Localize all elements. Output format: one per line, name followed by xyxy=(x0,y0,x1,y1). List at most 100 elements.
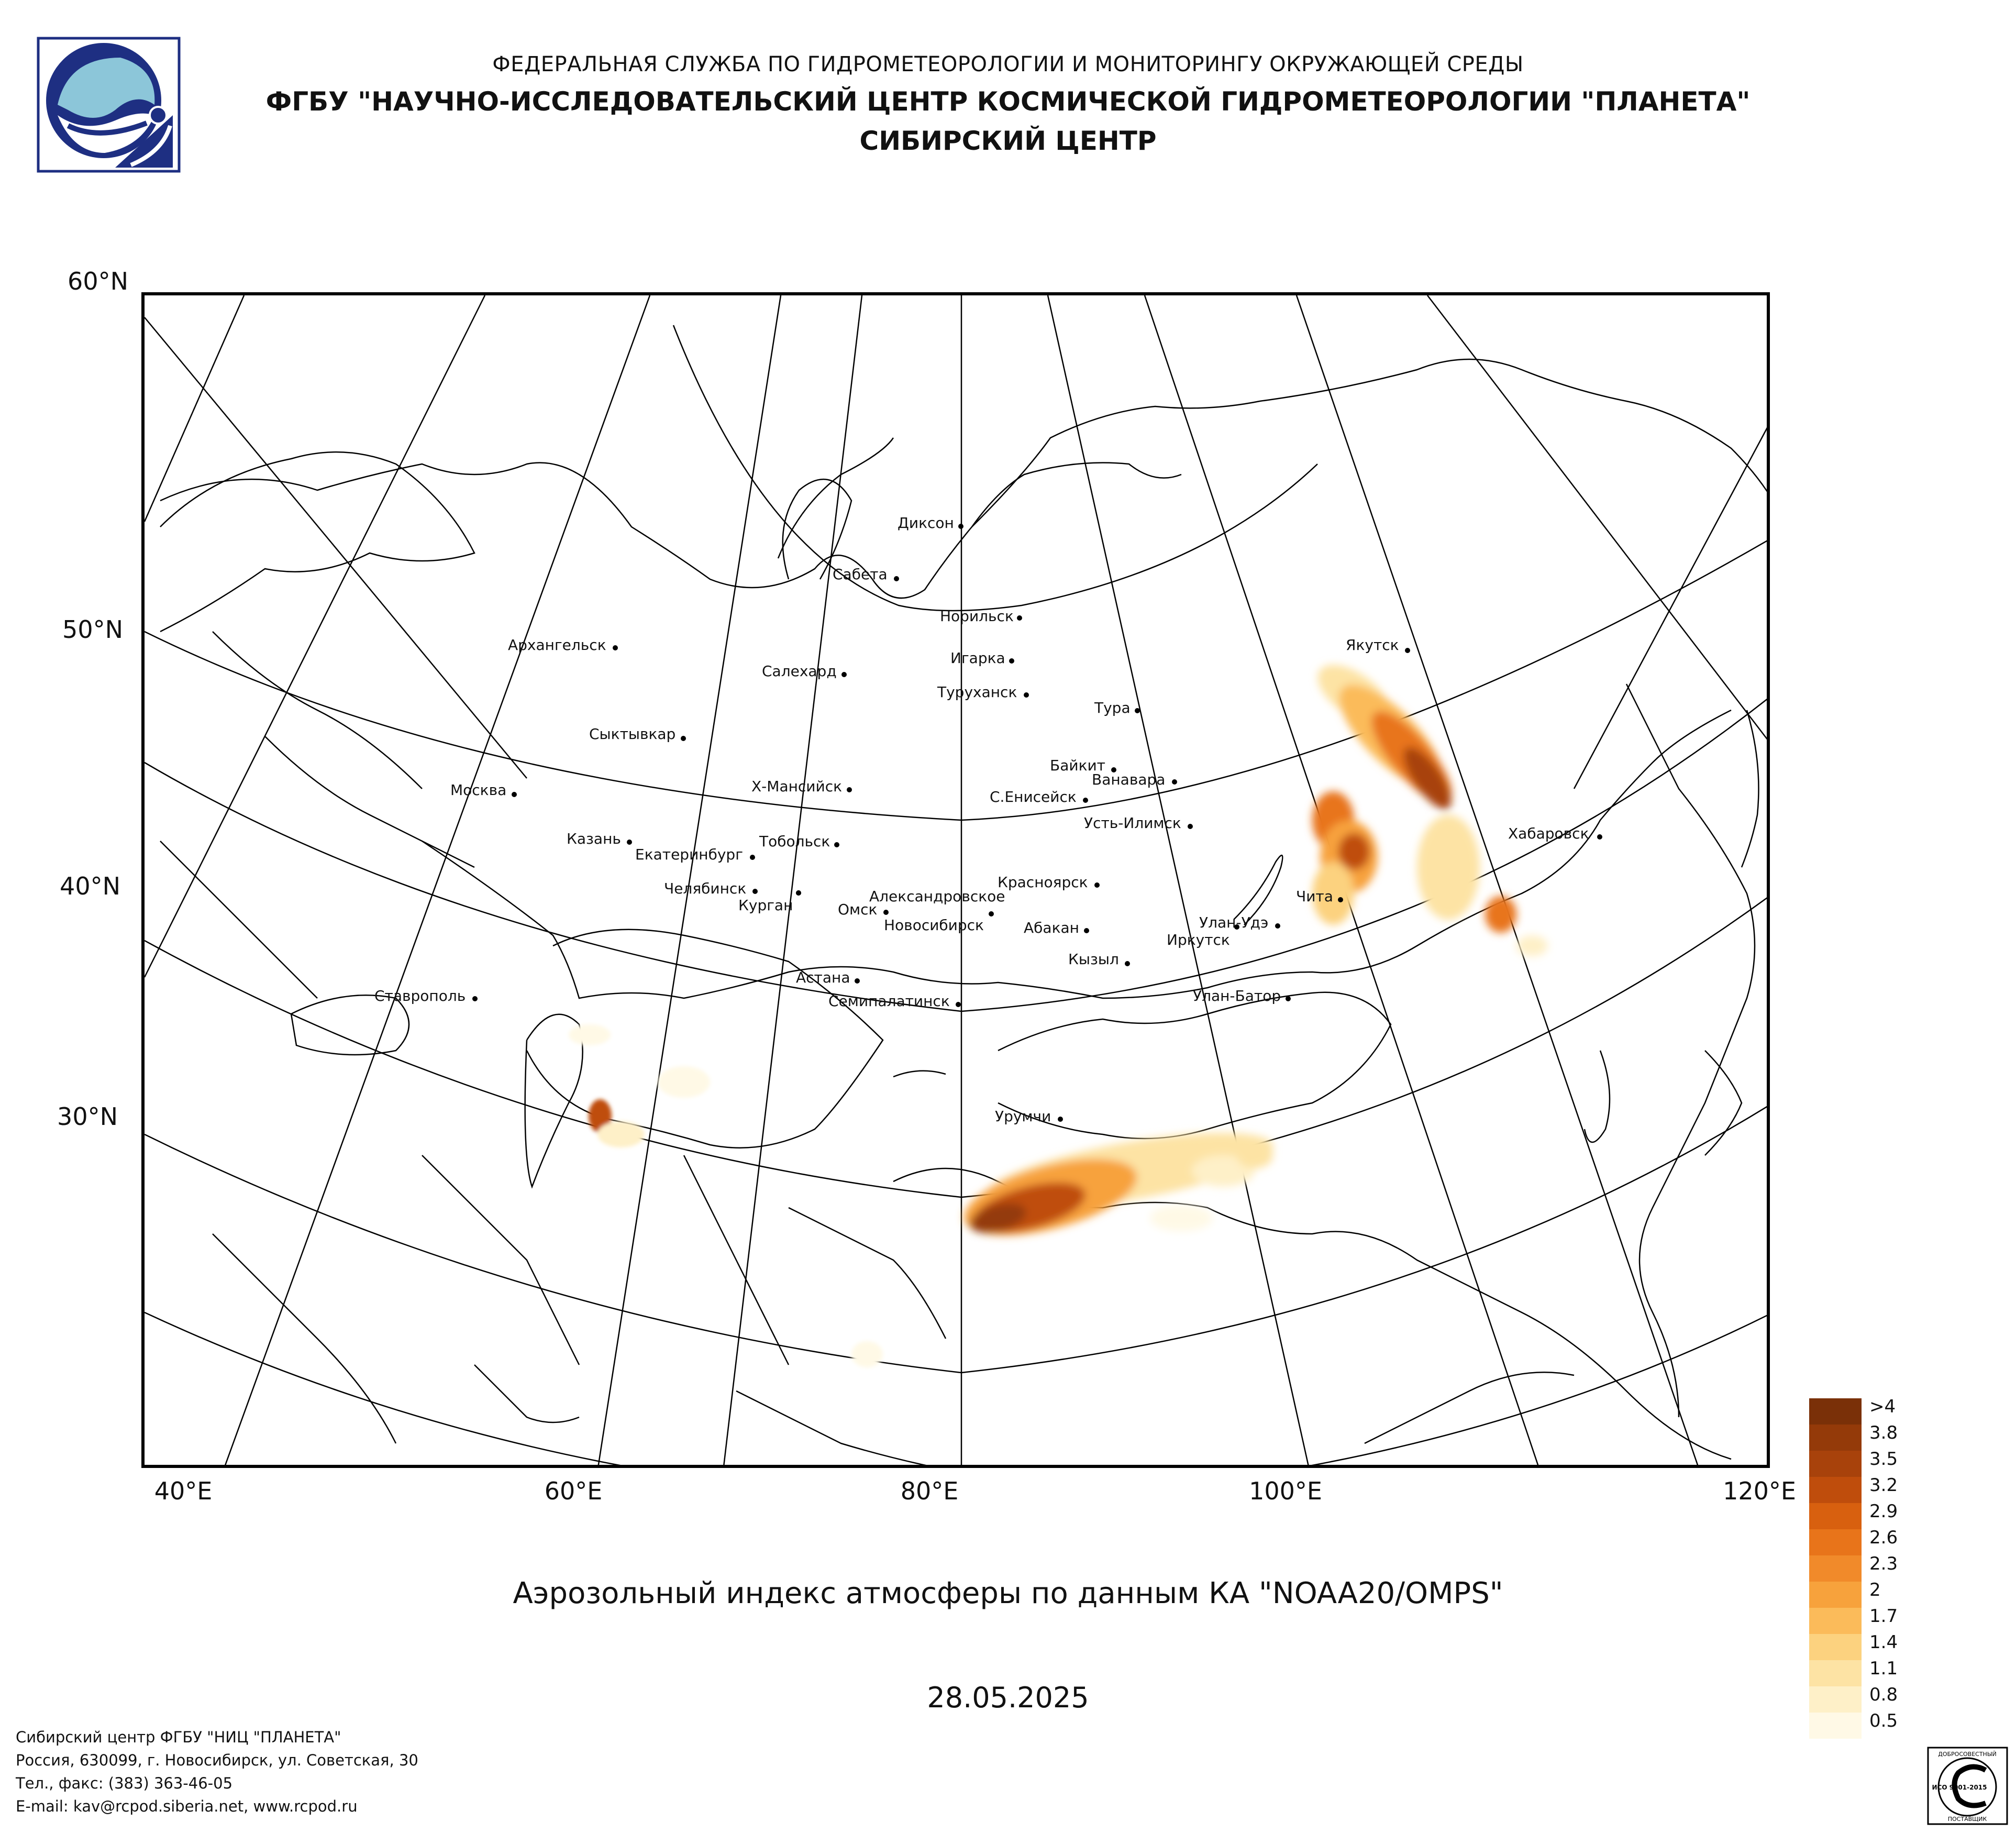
city-marker xyxy=(1597,834,1602,840)
caspian-sea xyxy=(524,1013,583,1189)
planeta-logo xyxy=(37,37,181,173)
legend-swatch xyxy=(1809,1608,1862,1634)
city-label: Тура xyxy=(1094,699,1131,716)
mongolia-border xyxy=(998,991,1392,1140)
plume-aral xyxy=(569,1024,883,1367)
city-label: Архангельск xyxy=(508,636,606,654)
legend-label: >4 xyxy=(1869,1396,1896,1417)
meridian-line xyxy=(1047,295,1309,1465)
city-label: Кызыл xyxy=(1068,951,1119,968)
city-label: Урумчи xyxy=(995,1108,1051,1125)
meridian-line xyxy=(1427,295,1767,740)
city-label: Омск xyxy=(838,901,878,918)
lat-label-60: 60°N xyxy=(68,267,128,295)
meridian-line xyxy=(1573,427,1767,789)
city-marker xyxy=(752,889,758,894)
lat-label-40: 40°N xyxy=(60,872,120,900)
pacific-coast xyxy=(1625,683,1756,1418)
meridian-line xyxy=(145,295,486,978)
city-label: Челябинск xyxy=(664,880,747,897)
city-marker xyxy=(958,524,963,529)
black-sea xyxy=(290,995,410,1056)
city-marker xyxy=(627,840,632,845)
city-label: Ванавара xyxy=(1092,771,1166,788)
iso-certificate-badge: ДОБРОСОВЕСТНЫЙ ИСО 9001-2015 ПОСТАВЩИК xyxy=(1927,1747,2008,1825)
parallel-line xyxy=(672,325,1318,612)
city-label: Семипалатинск xyxy=(828,992,950,1010)
legend-swatch xyxy=(1809,1477,1862,1503)
parallel-line xyxy=(145,1311,1767,1465)
meridian-line xyxy=(145,295,245,522)
lake-baikal xyxy=(1233,855,1283,925)
legend-label: 2.6 xyxy=(1869,1527,1898,1548)
meridian-line xyxy=(723,295,863,1465)
city-label: Улан-Батор xyxy=(1193,987,1281,1004)
meridian-line xyxy=(1295,295,1699,1465)
city-marker xyxy=(681,736,686,741)
city-label: Хабаровск xyxy=(1508,825,1589,842)
city-label: Якутск xyxy=(1346,636,1399,654)
city-label: Казань xyxy=(567,830,621,847)
footer-email: E-mail: kav@rcpod.siberia.net, www.rcpod… xyxy=(16,1797,358,1815)
border-line xyxy=(264,736,475,868)
city-marker xyxy=(1024,692,1029,698)
border-line xyxy=(422,1155,580,1365)
lat-label-50: 50°N xyxy=(62,615,123,644)
footer-contacts: Сибирский центр ФГБУ "НИЦ "ПЛАНЕТА" Росс… xyxy=(16,1726,418,1818)
city-marker xyxy=(989,911,994,916)
plume-yakutia xyxy=(1312,665,1548,956)
japan xyxy=(1704,1050,1743,1156)
legend-label: 2.9 xyxy=(1869,1501,1898,1522)
coastlines-and-borders xyxy=(160,358,1767,1465)
legend-swatch xyxy=(1809,1634,1862,1660)
city-label: Сыктывкар xyxy=(589,725,676,743)
legend-label: 1.1 xyxy=(1869,1658,1898,1679)
aerosol-plumes xyxy=(569,665,1548,1367)
legend-label: 2 xyxy=(1869,1580,1881,1600)
city-marker xyxy=(834,842,839,847)
city-marker xyxy=(956,1002,961,1007)
legend-label: 1.4 xyxy=(1869,1632,1898,1653)
city-label: Тобольск xyxy=(759,833,830,850)
sakhalin xyxy=(1741,710,1759,868)
city-label: Красноярск xyxy=(998,874,1088,891)
legend-swatch xyxy=(1809,1451,1862,1477)
city-marker xyxy=(1234,924,1239,930)
footer-org: Сибирский центр ФГБУ "НИЦ "ПЛАНЕТА" xyxy=(16,1728,341,1746)
legend-label: 3.5 xyxy=(1869,1449,1898,1470)
city-label: Х-Мансийск xyxy=(751,778,843,795)
persian-gulf xyxy=(474,1364,580,1423)
legend-swatch xyxy=(1809,1425,1862,1451)
border-line xyxy=(683,1155,790,1365)
city-marker xyxy=(1017,615,1022,621)
map-panel[interactable] xyxy=(141,292,1770,1468)
city-marker xyxy=(613,645,618,650)
legend-swatch xyxy=(1809,1503,1862,1529)
city-marker xyxy=(1286,996,1291,1001)
footer-address: Россия, 630099, г. Новосибирск, ул. Сове… xyxy=(16,1751,418,1769)
legend-label: 3.2 xyxy=(1869,1475,1898,1496)
legend-swatch xyxy=(1809,1582,1862,1608)
legend-label: 0.5 xyxy=(1869,1710,1898,1731)
city-label: С.Енисейск xyxy=(990,788,1077,805)
map-date: 28.05.2025 xyxy=(927,1681,1089,1714)
taymyr-peninsula xyxy=(971,462,1182,527)
city-marker xyxy=(1084,928,1089,933)
lon-label-40: 40°E xyxy=(154,1477,213,1505)
city-marker xyxy=(1111,767,1116,772)
city-marker xyxy=(796,890,801,896)
city-marker xyxy=(1172,779,1177,785)
city-marker xyxy=(855,978,860,984)
meridian-line xyxy=(225,295,651,1465)
border-line xyxy=(788,1207,947,1339)
map-canvas xyxy=(145,295,1767,1465)
legend-swatch xyxy=(1809,1529,1862,1555)
city-marker xyxy=(1083,798,1088,803)
city-label: Москва xyxy=(450,781,507,799)
city-label: Улан-Удэ xyxy=(1199,914,1269,931)
legend-label: 0.8 xyxy=(1869,1684,1898,1705)
legend-label: 2.3 xyxy=(1869,1553,1898,1574)
city-label: Усть-Илимск xyxy=(1084,814,1181,832)
city-label: Чита xyxy=(1296,888,1333,905)
